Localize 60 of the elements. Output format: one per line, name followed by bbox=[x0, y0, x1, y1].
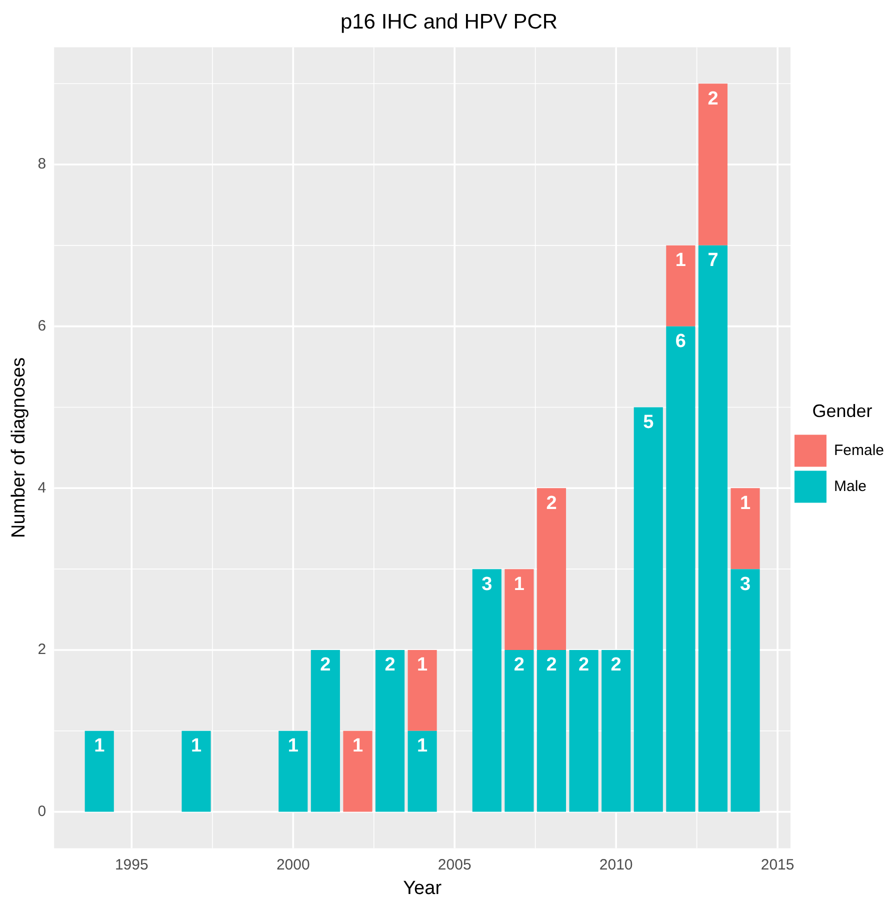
data-label: 1 bbox=[288, 736, 299, 757]
bar bbox=[182, 730, 211, 812]
bar bbox=[666, 326, 696, 812]
data-label: 2 bbox=[610, 654, 622, 676]
data-label: 2 bbox=[384, 654, 396, 676]
bar bbox=[730, 569, 760, 812]
data-label: 1 bbox=[94, 736, 106, 757]
data-label: 1 bbox=[352, 736, 364, 757]
data-label: 2 bbox=[546, 654, 557, 676]
bar bbox=[698, 245, 728, 812]
x-tick-label: 2005 bbox=[438, 856, 472, 874]
legend-label: Male bbox=[834, 478, 866, 495]
bar bbox=[310, 650, 340, 812]
data-label: 2 bbox=[578, 654, 590, 676]
data-label: 6 bbox=[675, 331, 686, 352]
bar bbox=[536, 650, 566, 812]
data-label: 3 bbox=[482, 574, 492, 595]
chart-title: p16 IHC and HPV PCR bbox=[340, 10, 558, 34]
data-label: 1 bbox=[190, 736, 202, 757]
x-tick-label: 1995 bbox=[114, 856, 148, 874]
legend-title: Gender bbox=[812, 401, 872, 422]
data-label: 2 bbox=[708, 88, 718, 110]
x-tick-label: 2000 bbox=[276, 856, 310, 874]
bar bbox=[343, 730, 372, 812]
bar bbox=[504, 569, 534, 650]
bar bbox=[408, 730, 437, 812]
bar bbox=[84, 730, 114, 812]
data-label: 1 bbox=[675, 250, 686, 272]
x-tick-label: 2015 bbox=[760, 856, 794, 874]
data-label: 1 bbox=[514, 574, 525, 595]
y-tick-label: 6 bbox=[38, 317, 46, 334]
bar bbox=[408, 650, 437, 731]
data-label: 1 bbox=[417, 736, 428, 757]
y-axis-title: Number of diagnoses bbox=[8, 357, 30, 538]
data-label: 1 bbox=[417, 654, 428, 676]
bar bbox=[375, 650, 405, 812]
legend-label: Female bbox=[834, 442, 884, 459]
bar bbox=[666, 245, 696, 326]
data-label: 5 bbox=[643, 412, 654, 433]
data-label: 7 bbox=[708, 250, 718, 272]
bar bbox=[504, 650, 534, 812]
y-tick-label: 8 bbox=[38, 156, 46, 173]
bar bbox=[536, 488, 566, 650]
y-tick-label: 0 bbox=[38, 802, 46, 820]
data-label: 1 bbox=[740, 492, 751, 514]
bar bbox=[278, 730, 308, 812]
y-tick-label: 4 bbox=[38, 479, 46, 496]
x-axis-title: Year bbox=[403, 878, 442, 899]
x-tick-label: 2010 bbox=[599, 856, 633, 874]
data-label: 3 bbox=[740, 574, 751, 595]
bar bbox=[634, 407, 663, 812]
data-label: 2 bbox=[546, 492, 557, 514]
bar bbox=[730, 488, 760, 570]
y-tick-label: 2 bbox=[38, 641, 46, 658]
data-label: 2 bbox=[320, 654, 331, 676]
data-label: 2 bbox=[514, 654, 524, 676]
bar bbox=[569, 650, 598, 812]
bar bbox=[698, 84, 728, 246]
bar bbox=[472, 569, 502, 812]
bar bbox=[602, 650, 631, 812]
